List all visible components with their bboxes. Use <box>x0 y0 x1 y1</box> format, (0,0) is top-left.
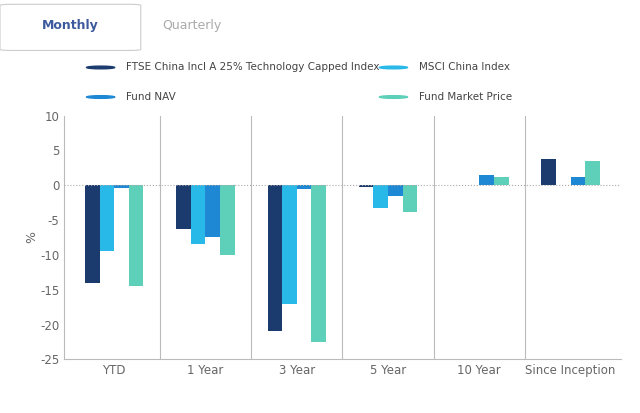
Text: Quarterly: Quarterly <box>163 19 221 32</box>
Bar <box>388 185 403 196</box>
Text: Fund Market Price: Fund Market Price <box>419 92 512 102</box>
Bar <box>100 185 114 252</box>
Text: FTSE China Incl A 25% Technology Capped Index: FTSE China Incl A 25% Technology Capped … <box>126 62 380 73</box>
Bar <box>85 185 100 283</box>
Bar <box>282 185 297 304</box>
Bar <box>571 177 585 185</box>
Text: MSCI China Index: MSCI China Index <box>419 62 510 73</box>
Bar <box>479 175 494 185</box>
Text: Monthly: Monthly <box>42 19 99 32</box>
Bar <box>129 185 143 286</box>
FancyBboxPatch shape <box>0 4 141 50</box>
Bar <box>114 185 129 188</box>
Bar <box>297 185 312 189</box>
Bar <box>373 185 388 208</box>
Circle shape <box>86 66 115 69</box>
Bar <box>359 185 373 188</box>
Bar <box>268 185 282 332</box>
Text: Fund NAV: Fund NAV <box>126 92 176 102</box>
Bar <box>191 185 205 244</box>
Circle shape <box>86 96 115 98</box>
Bar <box>176 185 191 229</box>
Bar <box>541 159 556 185</box>
Bar <box>205 185 220 237</box>
Circle shape <box>380 66 408 69</box>
Bar <box>220 185 235 255</box>
Bar <box>585 161 600 185</box>
Bar <box>494 177 509 185</box>
Circle shape <box>380 96 408 98</box>
Bar <box>403 185 417 212</box>
Y-axis label: %: % <box>26 231 38 244</box>
Bar <box>312 185 326 342</box>
